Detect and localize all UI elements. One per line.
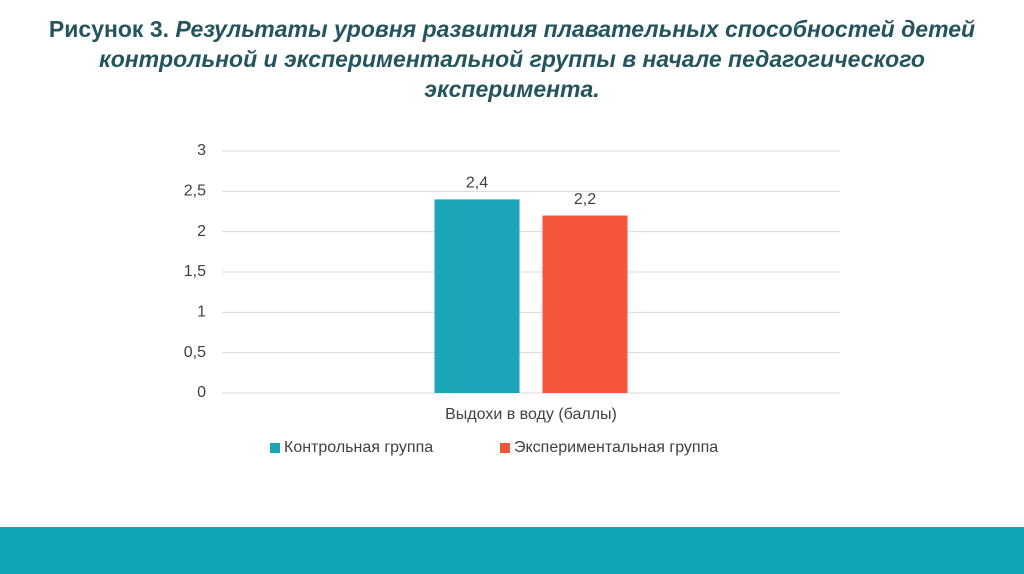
chart-title: Результаты уровня развития плавательных … xyxy=(99,16,976,102)
y-tick-label: 2,5 xyxy=(184,183,206,200)
bar xyxy=(434,199,520,393)
footer-band xyxy=(0,527,1024,574)
legend-label: Контрольная группа xyxy=(284,439,433,456)
data-label: 2,4 xyxy=(466,175,488,192)
y-tick-label: 1,5 xyxy=(184,263,206,280)
bar xyxy=(542,215,628,393)
x-tick-label: Выдохи в воду (баллы) xyxy=(445,406,617,423)
legend-swatch xyxy=(270,443,280,453)
y-tick-label: 1 xyxy=(197,304,206,321)
chart: 0 0,5 1 1,5 2 2,5 3 Выдохи в воду (баллы) 2,4 2,2… xyxy=(184,142,840,456)
y-tick-label: 0 xyxy=(197,384,206,401)
data-label: 2,2 xyxy=(574,191,596,208)
slide-title: Рисунок 3. Результаты уровня развития пл… xyxy=(40,14,984,104)
legend-label: Экспериментальная группа xyxy=(514,439,718,456)
y-tick-label: 2 xyxy=(197,223,206,240)
y-tick-label: 0,5 xyxy=(184,344,206,361)
figure-label: Рисунок 3. xyxy=(48,16,170,42)
legend-swatch xyxy=(500,443,510,453)
y-tick-label: 3 xyxy=(197,142,206,159)
